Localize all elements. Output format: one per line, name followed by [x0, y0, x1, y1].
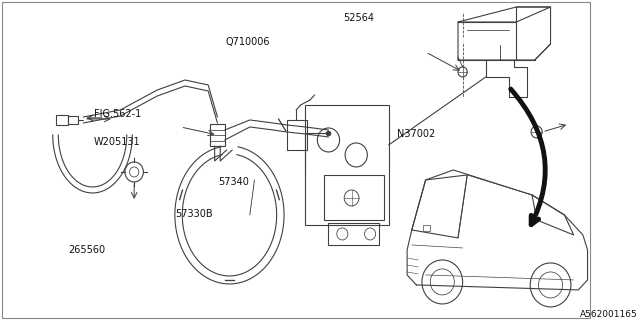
Bar [324, 175, 384, 220]
Text: 52564: 52564 [344, 12, 374, 23]
Text: Q710006: Q710006 [225, 36, 269, 47]
Bar [305, 105, 388, 225]
Text: 265560: 265560 [68, 244, 105, 254]
Text: N37002: N37002 [397, 129, 435, 140]
Text: 57340: 57340 [218, 177, 249, 188]
Text: W205131: W205131 [93, 137, 140, 148]
Text: A562001165: A562001165 [580, 310, 638, 319]
Text: 57330B: 57330B [175, 209, 212, 219]
Text: FIG.562-1: FIG.562-1 [93, 108, 141, 119]
